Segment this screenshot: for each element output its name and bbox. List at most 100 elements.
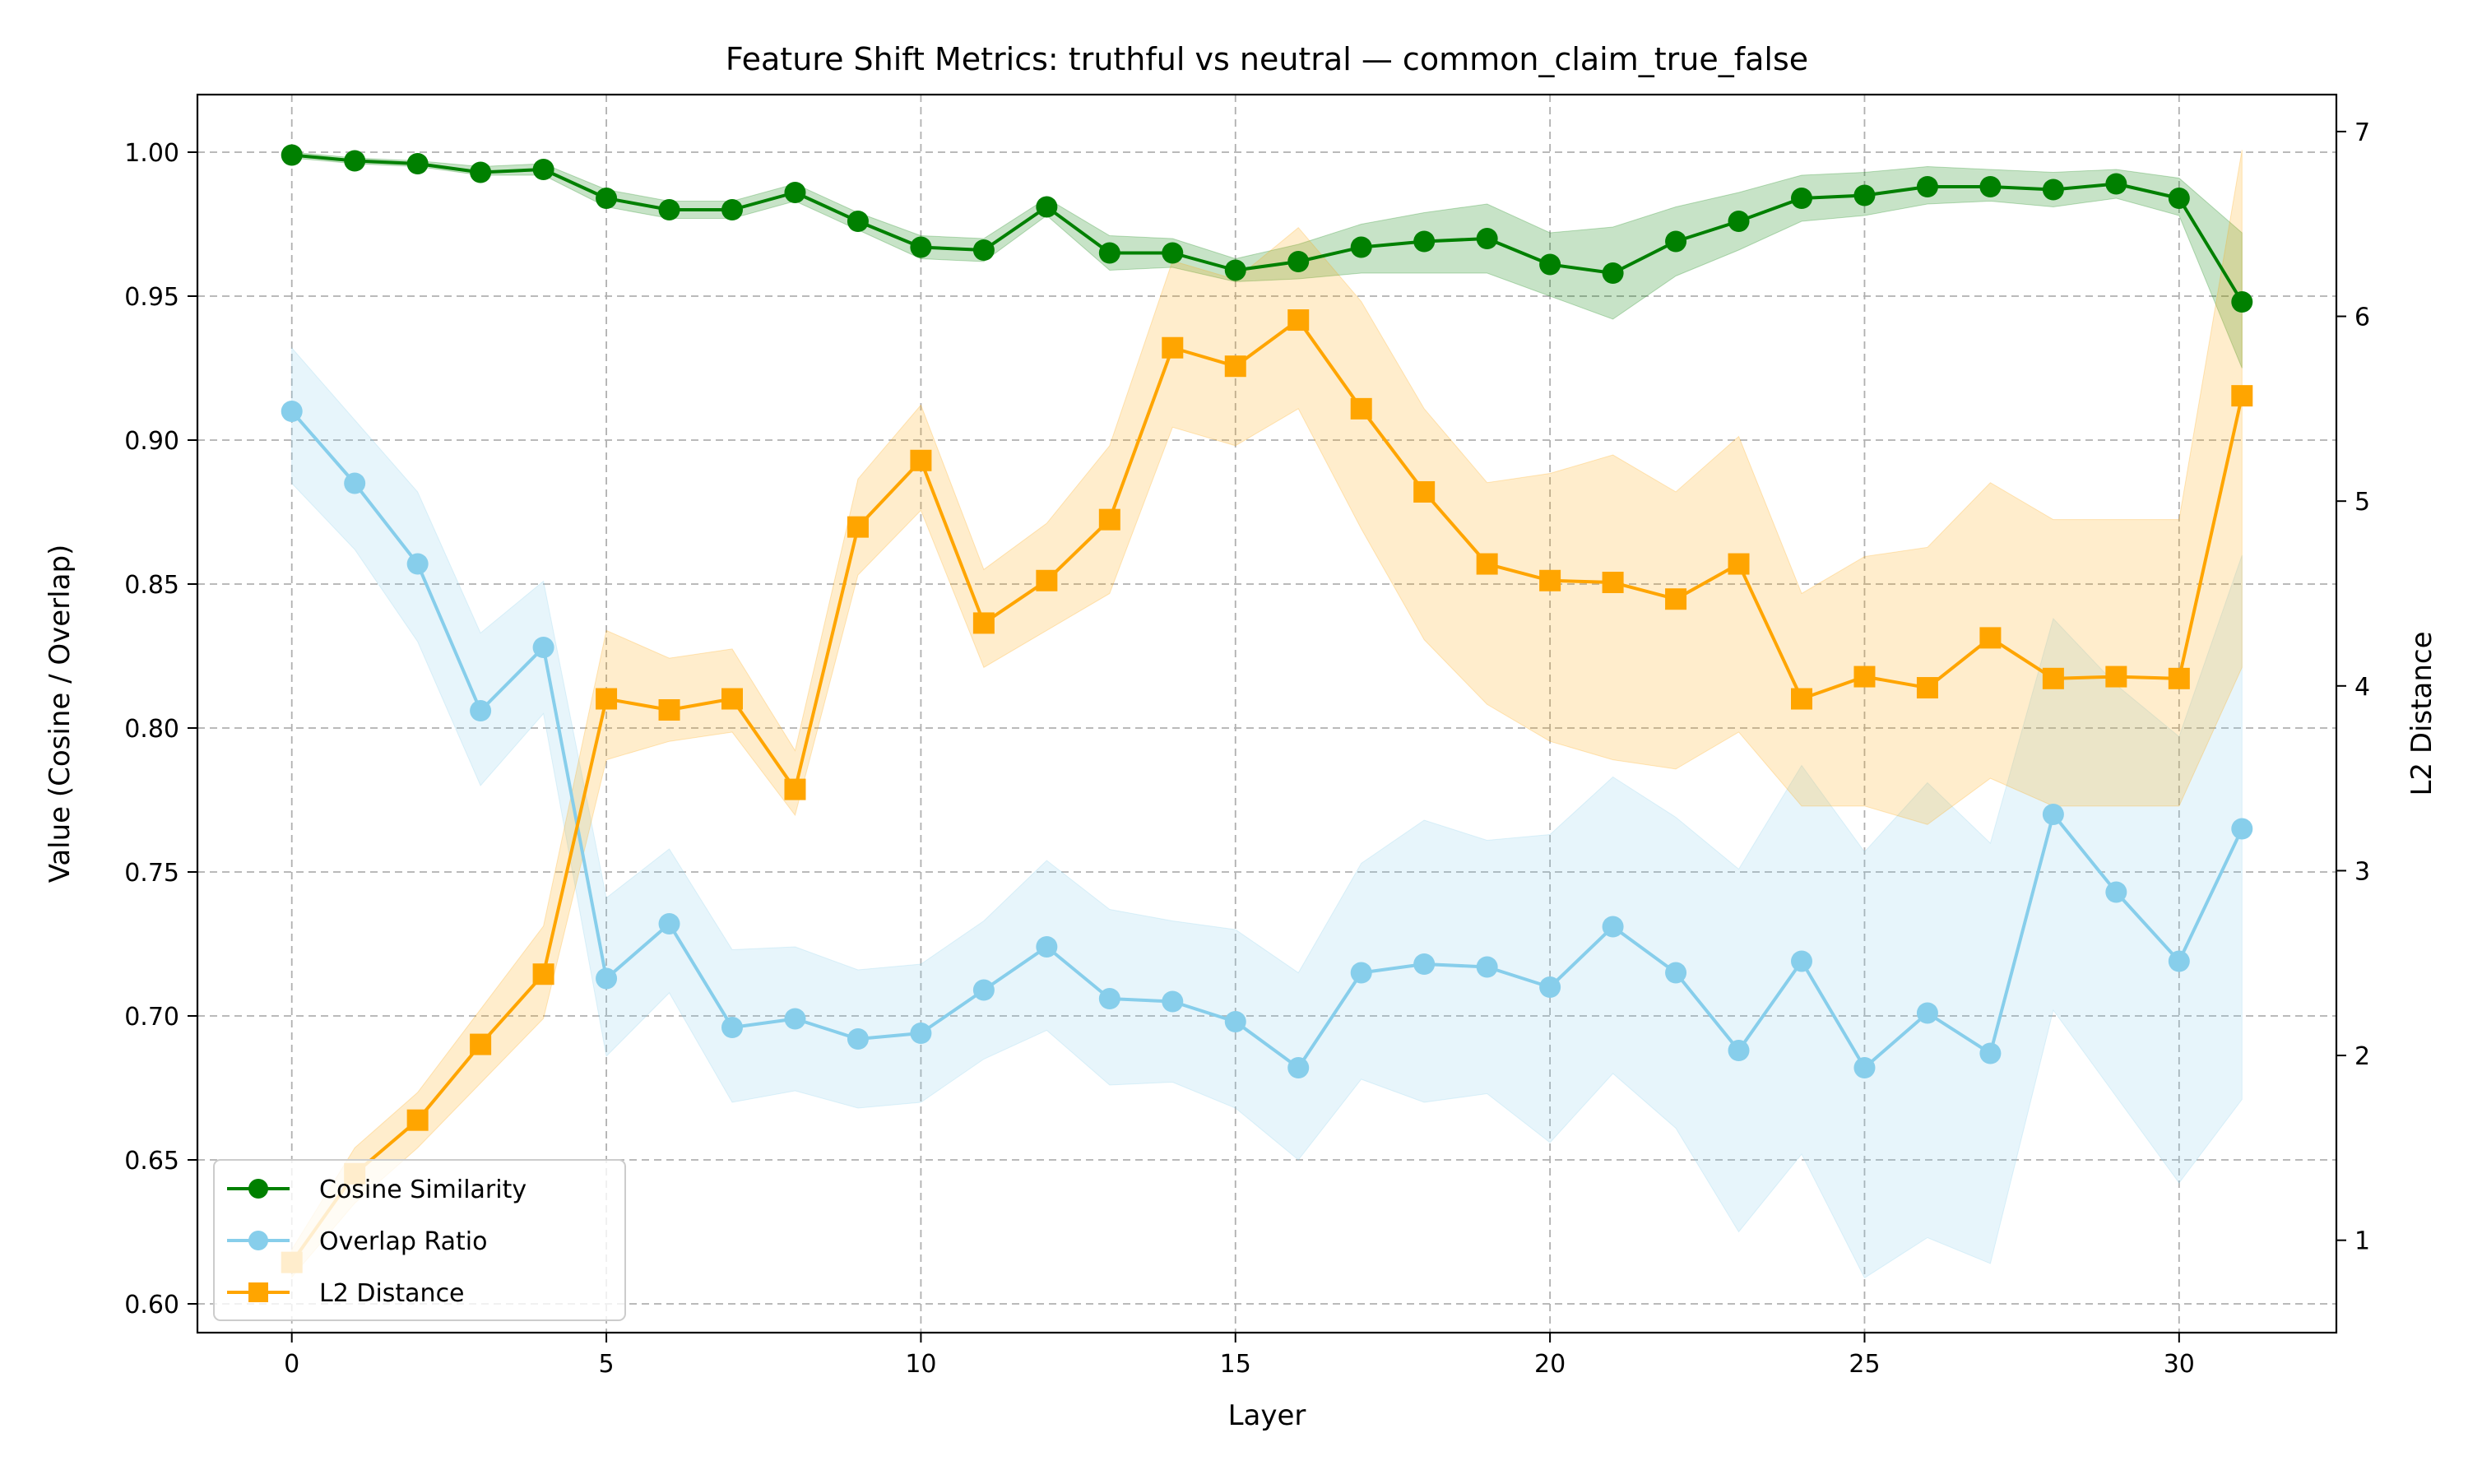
overlap-ratio-point bbox=[1224, 1011, 1246, 1032]
legend-marker-cosine-similarity bbox=[248, 1179, 268, 1199]
cosine-similarity-point bbox=[721, 199, 743, 220]
l2-distance-point bbox=[1539, 569, 1561, 591]
legend-label-cosine-similarity: Cosine Similarity bbox=[319, 1176, 527, 1204]
overlap-ratio-point bbox=[721, 1017, 743, 1038]
overlap-ratio-point bbox=[532, 637, 554, 658]
y-tick-label-right: 3 bbox=[2354, 857, 2370, 886]
x-tick-label: 10 bbox=[905, 1350, 936, 1379]
l2-distance-point bbox=[1036, 569, 1058, 591]
cosine-similarity-point bbox=[972, 239, 995, 261]
cosine-similarity-point bbox=[2105, 173, 2127, 195]
overlap-ratio-point bbox=[1098, 988, 1120, 1009]
y-tick-label-left: 0.65 bbox=[124, 1147, 179, 1176]
l2-distance-point bbox=[1979, 627, 2002, 649]
cosine-similarity-point bbox=[1979, 176, 2002, 197]
overlap-ratio-point bbox=[2231, 818, 2253, 840]
overlap-ratio-point bbox=[784, 1008, 806, 1030]
l2-distance-point bbox=[2168, 667, 2190, 689]
l2-distance-band bbox=[291, 150, 2243, 1278]
legend-marker-overlap-ratio bbox=[248, 1231, 268, 1250]
cosine-similarity-point bbox=[1162, 242, 1184, 264]
overlap-ratio-point bbox=[847, 1028, 869, 1050]
grid-lines bbox=[197, 95, 2336, 1333]
cosine-similarity-point bbox=[847, 211, 869, 232]
overlap-ratio-point bbox=[1791, 950, 1812, 972]
l2-distance-point bbox=[1224, 355, 1246, 378]
l2-distance-point bbox=[1853, 665, 1876, 688]
cosine-similarity-point bbox=[1476, 228, 1498, 249]
overlap-ratio-point bbox=[1036, 936, 1058, 958]
x-tick-label: 25 bbox=[1849, 1350, 1880, 1379]
y-tick-label-left: 0.70 bbox=[124, 1003, 179, 1032]
l2-distance-point bbox=[1602, 572, 1624, 594]
axes: 0 5 10 15 20 25 300.600.650.700.750.800.850.90… bbox=[124, 118, 2370, 1379]
overlap-ratio-point bbox=[406, 553, 429, 575]
l2-distance-point bbox=[1728, 553, 1750, 575]
overlap-ratio-point bbox=[1539, 976, 1561, 998]
x-tick-label: 15 bbox=[1220, 1350, 1251, 1379]
cosine-similarity-point bbox=[281, 144, 303, 166]
overlap-ratio-point bbox=[2168, 950, 2190, 972]
cosine-similarity-point bbox=[596, 188, 618, 209]
y-tick-label-right: 6 bbox=[2354, 304, 2370, 332]
overlap-ratio-point bbox=[1162, 990, 1184, 1013]
cosine-similarity-point bbox=[1791, 188, 1812, 209]
l2-distance-point bbox=[847, 516, 869, 538]
cosine-similarity-point bbox=[1287, 251, 1310, 272]
overlap-ratio-line bbox=[290, 410, 2244, 1069]
cosine-similarity-point bbox=[470, 161, 492, 183]
overlap-ratio-point bbox=[658, 913, 680, 934]
y-tick-label-left: 0.85 bbox=[124, 571, 179, 600]
overlap-ratio-point bbox=[2042, 804, 2064, 825]
overlap-ratio-point bbox=[1413, 953, 1436, 975]
overlap-ratio-point bbox=[1476, 956, 1498, 978]
overlap-ratio-point bbox=[2105, 881, 2127, 903]
overlap-ratio-point bbox=[1916, 1002, 1938, 1024]
legend: Cosine Similarity Overlap Ratio L2 Distanc… bbox=[213, 1159, 626, 1321]
cosine-similarity-point bbox=[1916, 176, 1938, 197]
x-tick-label: 5 bbox=[599, 1350, 615, 1379]
cosine-similarity-point bbox=[1224, 259, 1246, 281]
l2-distance-point bbox=[1287, 309, 1310, 332]
y-tick-label-right: 4 bbox=[2354, 673, 2370, 702]
cosine-similarity-point bbox=[1539, 253, 1561, 276]
overlap-ratio-band bbox=[291, 346, 2243, 1279]
overlap-ratio-point bbox=[281, 401, 303, 422]
x-tick-label: 0 bbox=[284, 1350, 299, 1379]
l2-distance-point bbox=[721, 688, 743, 710]
chart-title: Feature Shift Metrics: truthful vs neutr… bbox=[726, 41, 1808, 77]
l2-distance-point bbox=[1162, 336, 1184, 359]
cosine-similarity-point bbox=[1350, 236, 1372, 258]
cosine-similarity-point bbox=[910, 236, 932, 258]
y-axis-label-left: Value (Cosine / Overlap) bbox=[44, 545, 77, 883]
l2-distance-point bbox=[658, 699, 680, 721]
y-tick-label-right: 2 bbox=[2354, 1042, 2370, 1071]
overlap-ratio-point bbox=[1853, 1057, 1876, 1078]
l2-distance-point bbox=[596, 688, 618, 710]
l2-distance-point bbox=[1665, 588, 1687, 610]
overlap-ratio-point bbox=[1350, 962, 1372, 984]
overlap-ratio-point bbox=[1287, 1057, 1310, 1078]
l2-distance-point bbox=[2105, 665, 2127, 688]
overlap-ratio-point bbox=[1602, 916, 1624, 938]
x-tick-label: 30 bbox=[2164, 1350, 2195, 1379]
overlap-ratio-point bbox=[972, 979, 995, 1001]
cosine-similarity-point bbox=[344, 150, 366, 172]
l2-distance-point bbox=[1791, 688, 1812, 710]
legend-label-overlap-ratio: Overlap Ratio bbox=[319, 1227, 487, 1256]
cosine-similarity-point bbox=[2231, 291, 2253, 313]
cosine-similarity-point bbox=[658, 199, 680, 220]
cosine-similarity-point bbox=[1098, 242, 1120, 264]
cosine-similarity-point bbox=[1602, 262, 1624, 284]
overlap-ratio-point bbox=[344, 472, 366, 494]
l2-distance-point bbox=[1476, 553, 1498, 575]
y-tick-label-left: 0.75 bbox=[124, 859, 179, 888]
cosine-similarity-point bbox=[2042, 179, 2064, 201]
cosine-similarity-point bbox=[1665, 230, 1687, 253]
y-tick-label-right: 7 bbox=[2354, 118, 2370, 147]
legend-label-l2-distance: L2 Distance bbox=[319, 1279, 465, 1308]
l2-distance-point bbox=[972, 612, 995, 634]
l2-distance-point bbox=[1098, 508, 1120, 531]
